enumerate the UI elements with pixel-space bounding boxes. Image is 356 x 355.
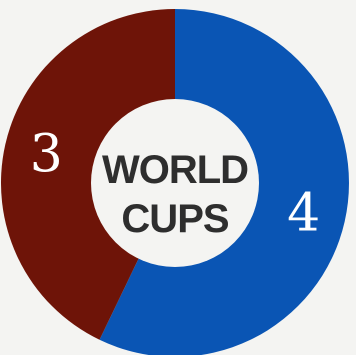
- donut-slice-2: [0, 8, 176, 340]
- slice-value-label-1: 4: [287, 183, 320, 243]
- center-label-line-2: CUPS: [121, 197, 228, 241]
- donut-center-hole: [91, 99, 259, 267]
- center-label-line-1: WORLD: [102, 148, 248, 192]
- slice-value-label-2: 3: [30, 125, 63, 185]
